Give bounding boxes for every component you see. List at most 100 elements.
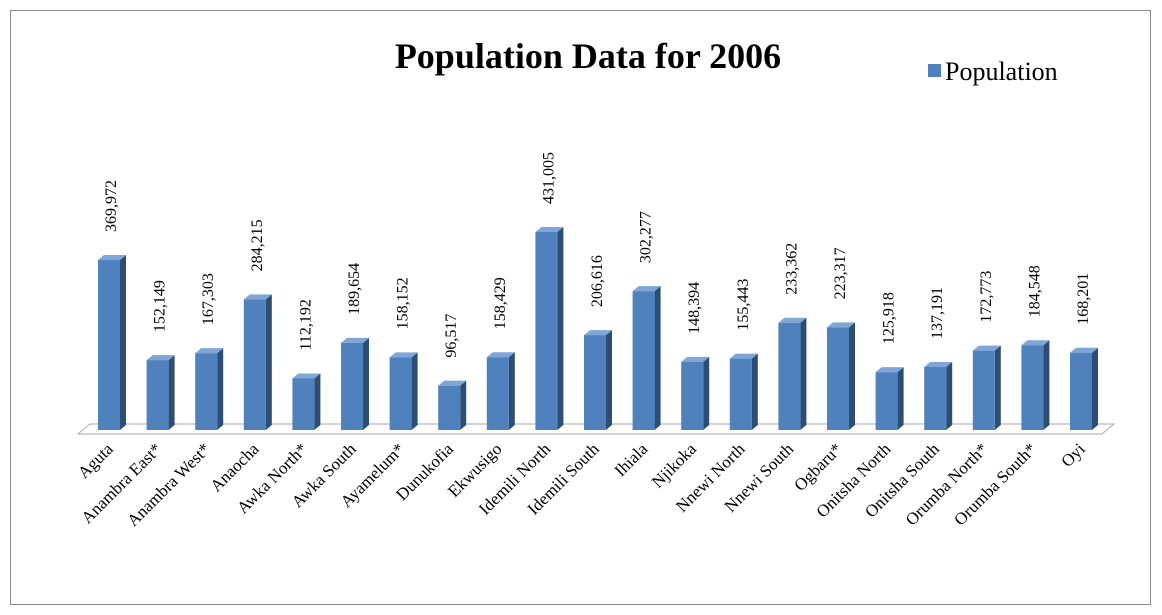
bar-top bbox=[827, 322, 855, 328]
bar-front bbox=[535, 232, 558, 430]
bar-side bbox=[217, 348, 224, 430]
bar bbox=[875, 367, 904, 430]
bar bbox=[972, 345, 1001, 430]
bar bbox=[146, 355, 175, 430]
bar-side bbox=[411, 352, 418, 430]
bar-side bbox=[606, 330, 612, 430]
bar bbox=[438, 380, 467, 430]
bar-front bbox=[98, 260, 120, 430]
bar-front bbox=[729, 358, 752, 430]
bar bbox=[535, 227, 564, 430]
bar-top bbox=[924, 361, 953, 367]
chart-border bbox=[10, 10, 1151, 605]
legend-swatch bbox=[928, 64, 941, 77]
bar-side bbox=[946, 361, 953, 430]
bar-side bbox=[751, 353, 758, 430]
bar-front bbox=[486, 357, 509, 430]
bar-front bbox=[1021, 345, 1044, 430]
bar-front bbox=[875, 372, 898, 430]
chart-title: Population Data for 2006 bbox=[395, 36, 781, 76]
bar-top bbox=[98, 255, 126, 261]
bar-side bbox=[654, 286, 661, 430]
bar bbox=[1070, 347, 1098, 430]
value-label: 206,616 bbox=[589, 255, 606, 307]
value-label: 158,429 bbox=[492, 277, 509, 329]
bar-side bbox=[508, 352, 515, 430]
bar-top bbox=[729, 353, 758, 359]
value-label: 223,317 bbox=[832, 247, 849, 299]
bar-side bbox=[557, 227, 564, 430]
bar-side bbox=[703, 356, 710, 430]
value-label: 158,152 bbox=[395, 277, 412, 329]
bar-side bbox=[314, 373, 321, 430]
bar-front bbox=[972, 350, 995, 430]
bar-side bbox=[994, 345, 1001, 430]
bar-top bbox=[146, 355, 175, 361]
value-label: 302,277 bbox=[638, 211, 655, 263]
bar bbox=[341, 337, 369, 430]
bar-side bbox=[897, 367, 904, 430]
bar-top bbox=[875, 367, 904, 373]
bar-top bbox=[632, 286, 661, 292]
value-label: 152,149 bbox=[152, 280, 169, 332]
bar-front bbox=[924, 366, 947, 430]
bar bbox=[924, 361, 953, 430]
bar-front bbox=[1070, 352, 1092, 430]
bar bbox=[389, 352, 418, 430]
value-label: 369,972 bbox=[103, 180, 120, 232]
bar-top bbox=[681, 356, 710, 362]
bar bbox=[195, 348, 224, 430]
bar-side bbox=[265, 294, 272, 430]
bar bbox=[292, 373, 321, 430]
bar-top bbox=[486, 352, 515, 358]
bar bbox=[729, 353, 758, 430]
bar-top bbox=[972, 345, 1001, 351]
value-label: 431,005 bbox=[540, 152, 557, 204]
bar bbox=[827, 322, 855, 430]
bar-side bbox=[1043, 340, 1050, 430]
bar-top bbox=[535, 227, 564, 232]
bar-side bbox=[800, 317, 807, 430]
bar-front bbox=[389, 357, 412, 430]
bar-front bbox=[292, 378, 315, 430]
bar-front bbox=[584, 335, 606, 430]
value-label: 233,362 bbox=[783, 243, 800, 295]
bar-front bbox=[778, 322, 801, 430]
value-label: 137,191 bbox=[929, 287, 946, 339]
bar-side bbox=[849, 322, 855, 430]
bar-top bbox=[243, 294, 272, 300]
bar-top bbox=[292, 373, 321, 379]
bar bbox=[632, 286, 661, 430]
bar-top bbox=[584, 330, 612, 336]
bar-top bbox=[389, 352, 418, 358]
bar-top bbox=[1070, 347, 1098, 353]
bar-top bbox=[1021, 340, 1050, 346]
bar bbox=[98, 255, 126, 430]
value-label: 125,918 bbox=[881, 292, 898, 344]
value-label: 112,192 bbox=[297, 299, 314, 350]
value-label: 148,394 bbox=[686, 282, 703, 334]
bar-side bbox=[168, 355, 175, 430]
bar-side bbox=[1092, 347, 1098, 430]
bar-top bbox=[341, 337, 369, 343]
value-label: 167,303 bbox=[200, 273, 217, 325]
bar-front bbox=[438, 385, 461, 430]
bar-front bbox=[195, 353, 218, 430]
bar-front bbox=[681, 361, 704, 430]
value-label: 168,201 bbox=[1075, 273, 1092, 325]
bar bbox=[681, 356, 710, 430]
bar-front bbox=[341, 342, 363, 430]
value-label: 155,443 bbox=[735, 279, 752, 331]
value-label: 96,517 bbox=[443, 314, 460, 358]
bar-top bbox=[778, 317, 807, 323]
bar bbox=[243, 294, 272, 430]
bar bbox=[778, 317, 807, 430]
value-label: 172,773 bbox=[978, 271, 995, 323]
value-label: 284,215 bbox=[249, 219, 266, 271]
bar-front bbox=[243, 299, 266, 430]
bar-side bbox=[363, 337, 369, 430]
value-label: 189,654 bbox=[346, 263, 363, 315]
bar-top bbox=[195, 348, 224, 354]
bar-front bbox=[146, 360, 169, 430]
